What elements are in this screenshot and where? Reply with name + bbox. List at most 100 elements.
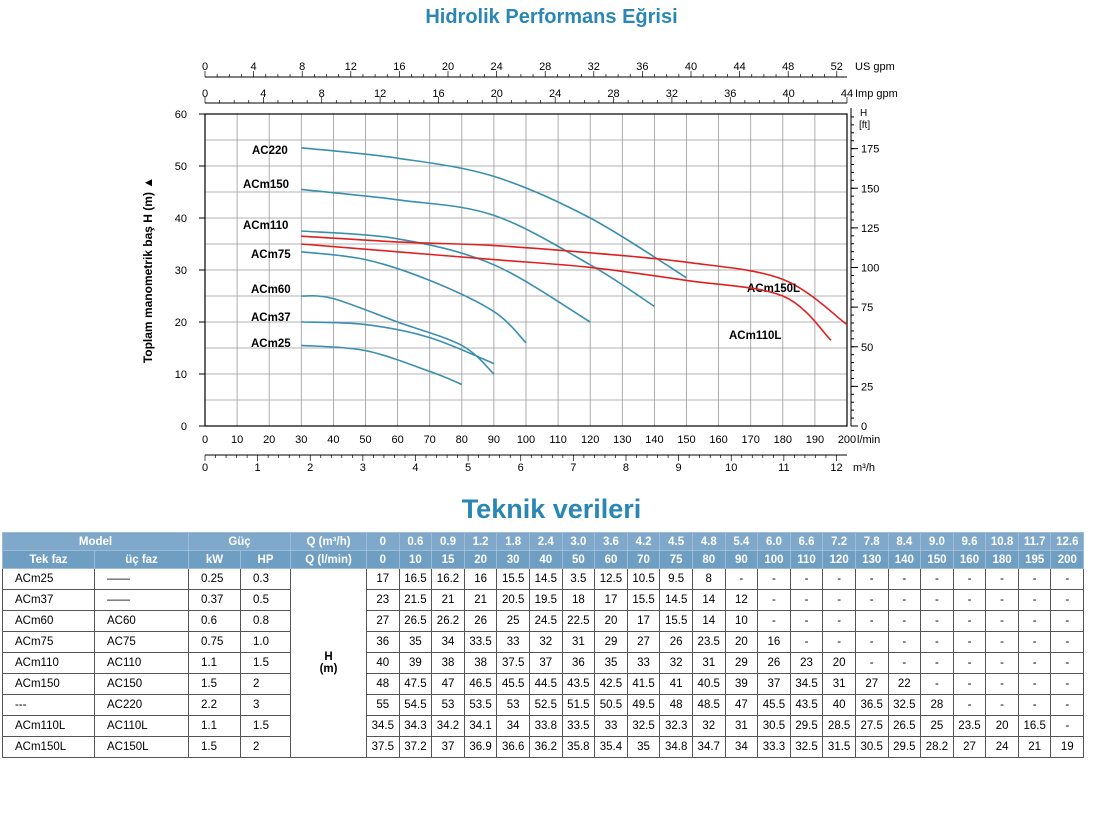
cell-head-value: 40.5 <box>691 673 726 695</box>
header-q-lmin-value: 60 <box>594 550 628 569</box>
table-title: Teknik verileri <box>461 494 642 524</box>
cell-head-value: 27 <box>952 736 987 758</box>
header-q-m3h-value: 6.0 <box>757 532 791 551</box>
h-unit: (m) <box>319 663 338 675</box>
cell-head-value: 16.5 <box>398 568 433 590</box>
header-guc: Güç <box>188 532 292 551</box>
cell-head-value: 21 <box>463 589 498 611</box>
header-q-m3h-value: 12.6 <box>1050 532 1085 551</box>
cell-head-value: 52.5 <box>528 694 563 716</box>
cell-head-value: 37.2 <box>398 736 433 758</box>
table-row: ACm75 AC75 0.75 1.0 36 35 34 33.5 33 32 31 29 27 26 23… <box>2 631 1085 653</box>
y-tick-label: 10 <box>175 369 187 381</box>
cell-head-value: 32.5 <box>626 715 661 737</box>
cell-head-value: 37 <box>528 652 563 674</box>
x-impgpm-unit: Imp gpm <box>855 88 898 100</box>
x-impgpm-tick-label: 36 <box>724 88 736 100</box>
cell-tek-faz: ACm150 <box>2 673 95 695</box>
cell-uc-faz: AC150L <box>93 736 190 758</box>
cell-head-value: - <box>854 610 889 632</box>
x-lmin-tick-label: 60 <box>391 434 403 446</box>
cell-head-value: - <box>985 568 1019 590</box>
cell-head-value: 29 <box>724 652 759 674</box>
cell-kw: 1.5 <box>188 736 242 758</box>
header-q-m3h-value: 5.4 <box>724 532 759 551</box>
cell-head-value: 37 <box>757 673 791 695</box>
cell-head-value: 32.3 <box>659 715 693 737</box>
x-impgpm-tick-label: 12 <box>374 88 386 100</box>
curve-acm110 <box>301 230 591 323</box>
header-q-m3h-value: 1.2 <box>463 532 498 551</box>
cell-head-value: 29 <box>594 631 628 653</box>
cell-hp: 0.8 <box>240 610 292 632</box>
cell-head-value: 35.4 <box>594 736 628 758</box>
cell-uc-faz: AC220 <box>93 694 190 716</box>
cell-head-value: 25 <box>920 715 954 737</box>
cell-kw: 0.6 <box>188 610 242 632</box>
x-m3h-unit: m³/h <box>853 462 875 474</box>
cell-head-value: 37.5 <box>366 736 400 758</box>
cell-head-value: 34.5 <box>789 673 824 695</box>
cell-head-value: 33.3 <box>757 736 791 758</box>
cell-head-value: 36.2 <box>528 736 563 758</box>
cell-head-value: - <box>952 652 987 674</box>
cell-head-value: 36.9 <box>463 736 498 758</box>
x-lmin-tick-label: 190 <box>806 434 824 446</box>
cell-head-value: 12 <box>724 589 759 611</box>
cell-head-value: 24.5 <box>528 610 563 632</box>
cell-head-value: 43.5 <box>789 694 824 716</box>
cell-head-value: - <box>822 568 856 590</box>
x-m3h-tick-label: 7 <box>570 462 576 474</box>
cell-head-value: 27 <box>626 631 661 653</box>
x-impgpm-tick-label: 8 <box>319 88 325 100</box>
header-q-m3h-value: 11.7 <box>1017 532 1052 551</box>
curve-label-acm150l: ACm150L <box>747 283 800 295</box>
cell-head-value: 28.5 <box>822 715 856 737</box>
cell-head-value: - <box>952 631 987 653</box>
y-tick-label: 0 <box>181 421 187 433</box>
header-q-lmin-value: 70 <box>626 550 661 569</box>
table-row: ACm150L AC150L 1.5 2 37.5 37.2 37 36.9 36.6 36.2 3… <box>2 736 1085 758</box>
cell-head-value: 48 <box>659 694 693 716</box>
x-m3h-tick-label: 10 <box>725 462 737 474</box>
header-q-m3h-value: 9.0 <box>920 532 954 551</box>
header-q-lmin-value: 40 <box>528 550 563 569</box>
cell-hp: 2 <box>240 736 292 758</box>
curve-acm60 <box>301 295 495 375</box>
x-m3h-tick-label: 9 <box>676 462 682 474</box>
x-m3h-tick-label: 1 <box>255 462 261 474</box>
x-usgpm-tick-label: 4 <box>251 61 257 73</box>
x-lmin-tick-label: 30 <box>295 434 307 446</box>
cell-head-value: 40 <box>366 652 400 674</box>
cell-hp: 1.0 <box>240 631 292 653</box>
header-q-m3h: Q (m³/h) <box>290 532 368 551</box>
cell-head-value: - <box>920 568 954 590</box>
header-q-lmin-value: 50 <box>561 550 596 569</box>
header-q-lmin-value: 200 <box>1050 550 1085 569</box>
x-lmin-tick-label: 80 <box>456 434 468 446</box>
cell-head-value: 33.5 <box>463 631 498 653</box>
cell-head-value: 34.1 <box>463 715 498 737</box>
header-q-m3h-value: 4.5 <box>659 532 693 551</box>
cell-kw: 1.5 <box>188 673 242 695</box>
cell-uc-faz: AC110L <box>93 715 190 737</box>
header-q-m3h-value: 2.4 <box>528 532 563 551</box>
cell-head-value: 33.5 <box>561 715 596 737</box>
x-lmin-unit: l/min <box>857 434 880 446</box>
cell-tek-faz: ACm37 <box>2 589 95 611</box>
cell-head-value: - <box>1050 652 1085 674</box>
cell-head-value: 26.5 <box>398 610 433 632</box>
cell-head-value: 23 <box>366 589 400 611</box>
x-usgpm-tick-label: 20 <box>442 61 454 73</box>
header-q-lmin: Q (l/min) <box>290 550 368 569</box>
cell-head-value: - <box>985 610 1019 632</box>
curve-acm110l <box>301 243 832 341</box>
x-impgpm-tick-label: 0 <box>202 88 208 100</box>
right-tick-label: 150 <box>861 183 879 195</box>
cell-head-value: 20 <box>594 610 628 632</box>
header-q-lmin-value: 180 <box>985 550 1019 569</box>
cell-head-value: 31 <box>561 631 596 653</box>
header-q-lmin-value: 30 <box>496 550 530 569</box>
cell-head-value: 35 <box>626 736 661 758</box>
